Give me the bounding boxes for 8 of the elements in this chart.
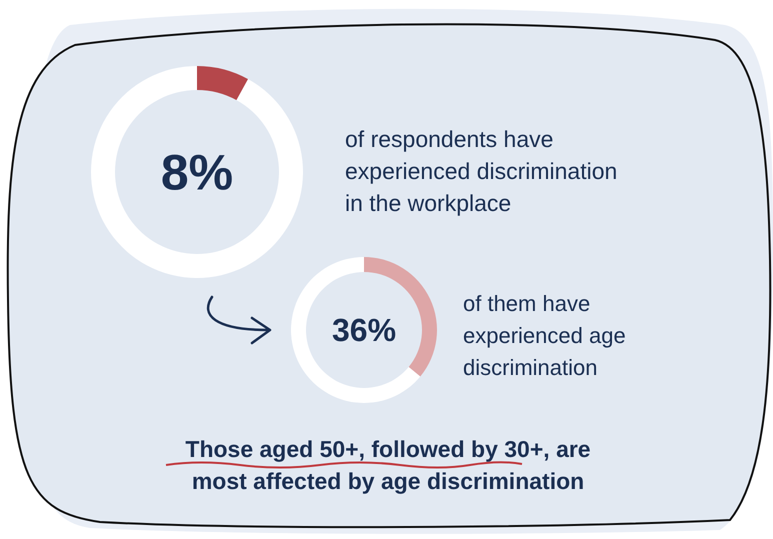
text: 36% [332,312,396,348]
donut-slice [291,257,420,403]
text: 8% [160,144,234,200]
text: of respondents have experienced discrimination in the workplace [345,126,618,216]
text: of them have experienced age discrimination [463,290,626,380]
donut-slice [197,66,248,100]
donut-slice [91,66,303,278]
text: Those aged 50+, followed by 30+, are most affected by age discrimination [185,436,591,494]
